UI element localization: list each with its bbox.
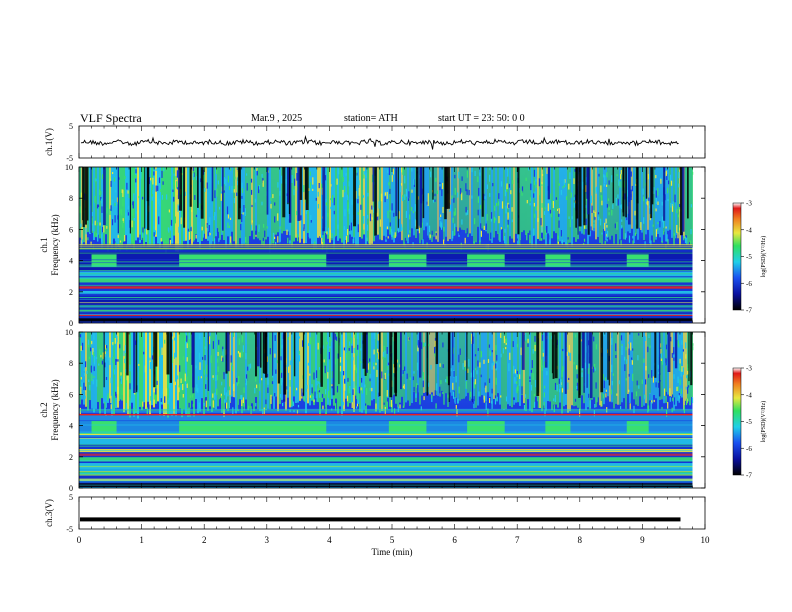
ch2-ytick-label: 0 — [69, 484, 73, 493]
ch1-ytick-neg5: -5 — [66, 154, 73, 163]
ch1-tx-segment — [179, 254, 327, 267]
xtick-label-9: 9 — [640, 535, 645, 545]
ch1-ylabel: ch.1 — [39, 237, 49, 252]
ch1-freq-band — [79, 291, 693, 295]
ch1-colorbar-tick-label: -5 — [746, 253, 752, 261]
xtick-label-1: 1 — [139, 535, 144, 545]
ch2-ytick-label: 8 — [69, 359, 73, 368]
ch2-ytick-label: 6 — [69, 390, 73, 399]
ch2-ylabel: ch.2 — [39, 402, 49, 417]
ch1-colorbar — [732, 202, 742, 311]
ch2-tx-segment — [545, 420, 571, 434]
ch2-ytick-label: 2 — [69, 453, 73, 462]
ch1-spectrogram — [79, 167, 694, 323]
ch1-ylabel: ch.1(V) — [44, 128, 54, 156]
xaxis-label: Time (min) — [372, 547, 413, 557]
ch1-colorbar-tick-label: -3 — [746, 200, 752, 208]
start-time-label: start UT = 23: 50: 0 0 — [438, 113, 525, 124]
ch2-colorbar-label: log(PSD)(V²/Hz) — [760, 401, 767, 442]
ch1-waveform-line — [80, 135, 679, 150]
ch1-freq-band — [79, 286, 693, 289]
xtick-label-5: 5 — [390, 535, 395, 545]
xtick-label-7: 7 — [515, 535, 520, 545]
ch2-tx-segment — [91, 420, 117, 434]
ch1-ytick-5: 5 — [69, 122, 73, 131]
ch2-ylabel-freq: Frequency (kHz) — [50, 379, 60, 440]
ch1-tx-segment — [545, 254, 571, 267]
xtick-label-6: 6 — [452, 535, 457, 545]
ch1-ytick-label: 0 — [69, 319, 73, 328]
ch1-ytick-label: 10 — [65, 163, 73, 172]
ch1-ytick-label: 2 — [69, 288, 73, 297]
ch3-waveform-line — [80, 517, 681, 522]
ch1-tx-segment — [626, 254, 649, 267]
ch2-ytick-label: 4 — [69, 422, 73, 431]
ch1-freq-band — [79, 318, 693, 322]
ch1-ylabel-freq: Frequency (kHz) — [50, 214, 60, 275]
ch1-tx-segment — [467, 254, 505, 267]
xtick-label-8: 8 — [578, 535, 583, 545]
ch1-colorbar-label: log(PSD)(V²/Hz) — [760, 236, 767, 277]
ch2-line-4-7khz — [79, 413, 693, 416]
ch2-colorbar-tick-label: -4 — [746, 391, 752, 399]
ch1-colorbar-tick-label: -7 — [746, 307, 752, 315]
ch2-colorbar-tick-label: -7 — [746, 472, 752, 480]
ch1-tx-segment — [388, 254, 427, 267]
ch2-tx-segment — [626, 420, 649, 434]
ch2-tx-segment — [467, 420, 505, 434]
xtick-label-2: 2 — [202, 535, 207, 545]
ch1-tx-segment — [91, 254, 117, 267]
xtick-label-3: 3 — [265, 535, 270, 545]
ch2-tx-segment — [388, 420, 427, 434]
ch1-freq-band — [79, 314, 693, 316]
ch1-colorbar-tick-label: -4 — [746, 226, 752, 234]
ch3-ytick-5: 5 — [69, 493, 73, 502]
ch3-ytick-neg5: -5 — [66, 525, 73, 534]
xtick-label-10: 10 — [701, 535, 711, 545]
xtick-label-4: 4 — [327, 535, 332, 545]
ch1-ytick-label: 8 — [69, 194, 73, 203]
station-label: station= ATH — [344, 113, 398, 124]
ch2-colorbar — [732, 367, 742, 476]
chart-title: VLF Spectra — [80, 111, 142, 125]
ch2-spectrogram — [79, 332, 694, 488]
date-label: Mar.9 , 2025 — [251, 113, 303, 124]
ch1-ytick-label: 6 — [69, 225, 73, 234]
ch3-ylabel: ch.3(V) — [44, 499, 54, 527]
xtick-label-0: 0 — [77, 535, 82, 545]
ch2-colorbar-tick-label: -5 — [746, 418, 752, 426]
ch2-colorbar-tick-label: -3 — [746, 365, 752, 373]
ch1-colorbar-tick-label: -6 — [746, 280, 752, 288]
ch2-ytick-label: 10 — [65, 328, 73, 337]
ch2-colorbar-tick-label: -6 — [746, 445, 752, 453]
ch1-ytick-label: 4 — [69, 257, 73, 266]
ch2-freq-band — [79, 438, 693, 445]
ch2-freq-band — [79, 457, 693, 462]
ch1-freq-band — [79, 277, 693, 283]
ch2-tx-segment — [179, 420, 327, 434]
